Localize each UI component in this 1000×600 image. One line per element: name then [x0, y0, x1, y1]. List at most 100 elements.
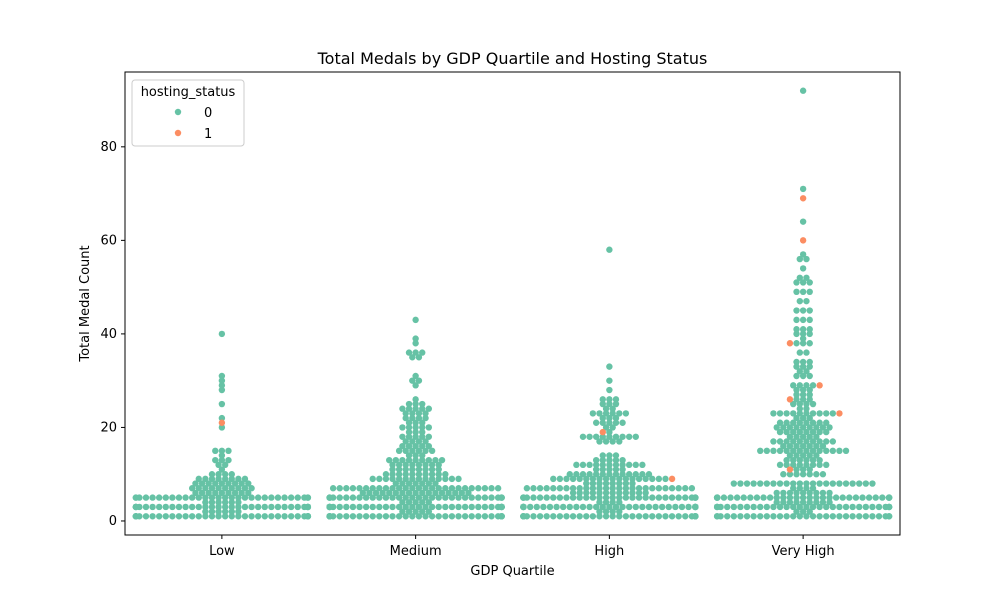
swarm-point-host-0	[790, 461, 797, 469]
swarm-point-host-0	[799, 499, 807, 506]
swarm-point-host-0	[799, 358, 807, 366]
swarm-point-host-0	[455, 485, 462, 492]
swarm-point-host-1	[836, 410, 843, 417]
swarm-point-host-0	[606, 363, 613, 370]
swarm-point-host-0	[241, 503, 249, 511]
swarm-point-host-0	[793, 466, 800, 473]
swarm-point-host-0	[750, 480, 757, 487]
swarm-point-host-0	[369, 485, 376, 492]
swarm-point-host-0	[225, 447, 232, 455]
swarm-point-host-0	[402, 466, 409, 473]
swarm-point-host-0	[415, 414, 423, 422]
swarm-point-host-0	[786, 442, 794, 450]
swarm-point-host-0	[419, 428, 426, 436]
swarm-point-host-0	[336, 494, 343, 501]
swarm-point-host-0	[395, 485, 403, 492]
swarm-point-host-0	[816, 456, 823, 464]
swarm-point-host-0	[589, 475, 597, 483]
swarm-point-host-0	[254, 503, 262, 511]
swarm-point-host-0	[885, 513, 893, 520]
swarm-point-host-0	[655, 494, 663, 501]
swarm-point-host-0	[806, 452, 813, 459]
legend-label-1: 1	[204, 127, 212, 142]
swarm-point-host-0	[796, 419, 804, 426]
swarm-point-host-0	[885, 503, 893, 511]
swarm-point-host-0	[612, 503, 620, 511]
swarm-point-host-0	[498, 513, 505, 520]
swarm-point-host-0	[136, 513, 143, 520]
swarm-point-host-0	[419, 424, 426, 431]
swarm-point-host-0	[793, 326, 800, 333]
swarm-point-host-0	[419, 419, 426, 426]
swarm-point-host-1	[816, 382, 823, 389]
swarm-point-host-0	[428, 485, 436, 492]
swarm-point-host-0	[523, 513, 531, 520]
swarm-point-host-0	[205, 480, 212, 487]
swarm-point-host-0	[405, 480, 413, 487]
swarm-point-host-0	[343, 513, 350, 520]
swarm-point-host-0	[399, 489, 406, 497]
swarm-point-host-0	[592, 433, 600, 440]
swarm-point-host-0	[799, 326, 807, 333]
swarm-point-host-0	[793, 372, 800, 380]
swarm-point-host-0	[803, 274, 810, 281]
swarm-point-host-0	[790, 419, 797, 426]
swarm-point-host-0	[786, 433, 794, 440]
swarm-point-host-0	[182, 494, 189, 501]
swarm-point-host-0	[796, 400, 804, 408]
swarm-point-host-0	[435, 503, 442, 511]
swarm-point-host-0	[809, 410, 817, 417]
swarm-point-host-1	[599, 428, 606, 436]
swarm-point-host-0	[803, 461, 810, 469]
swarm-point-host-0	[543, 485, 550, 492]
swarm-point-host-0	[829, 480, 837, 487]
swarm-point-host-0	[796, 461, 804, 469]
swarm-point-host-0	[763, 513, 771, 520]
swarm-point-host-0	[796, 410, 804, 417]
swarm-point-host-0	[559, 503, 567, 511]
swarm-point-host-0	[428, 447, 436, 455]
swarm-point-host-0	[803, 438, 810, 445]
swarm-point-host-0	[405, 508, 413, 515]
swarm-point-host-0	[536, 494, 544, 501]
y-tick-label: 20	[100, 420, 117, 435]
swarm-point-host-0	[536, 513, 544, 520]
swarm-point-host-0	[616, 475, 623, 483]
swarm-point-host-0	[635, 513, 643, 520]
swarm-point-host-0	[208, 503, 216, 511]
swarm-point-host-0	[662, 475, 669, 483]
swarm-point-host-0	[799, 265, 807, 272]
swarm-point-host-0	[793, 494, 800, 501]
swarm-point-host-0	[399, 405, 406, 412]
swarm-point-host-0	[642, 513, 649, 520]
swarm-point-host-0	[662, 494, 669, 501]
legend-title: hosting_status	[141, 85, 236, 100]
swarm-point-host-0	[208, 508, 216, 515]
swarm-point-host-0	[763, 480, 771, 487]
swarm-point-host-0	[770, 438, 777, 445]
swarm-point-host-0	[481, 485, 489, 492]
swarm-point-host-0	[412, 508, 419, 515]
swarm-point-host-0	[261, 513, 268, 520]
swarm-point-host-0	[402, 447, 409, 455]
swarm-point-host-0	[599, 419, 606, 426]
swarm-point-host-0	[425, 489, 433, 497]
swarm-point-host-0	[248, 485, 255, 492]
swarm-point-host-0	[412, 433, 419, 440]
swarm-point-host-0	[550, 475, 557, 483]
swarm-point-host-0	[468, 513, 475, 520]
swarm-point-host-0	[523, 494, 531, 501]
swarm-point-host-0	[432, 489, 439, 497]
swarm-point-host-0	[422, 447, 429, 455]
swarm-point-host-0	[806, 386, 813, 394]
swarm-point-host-1	[799, 237, 807, 244]
swarm-point-host-0	[228, 475, 235, 483]
swarm-point-host-0	[743, 480, 751, 487]
swarm-point-host-0	[304, 513, 312, 520]
swarm-point-host-0	[202, 485, 209, 492]
swarm-point-host-0	[612, 396, 620, 403]
swarm-point-host-0	[790, 447, 797, 455]
swarm-point-host-0	[823, 480, 830, 487]
swarm-point-host-0	[231, 489, 239, 497]
legend-marker-1	[174, 129, 182, 137]
